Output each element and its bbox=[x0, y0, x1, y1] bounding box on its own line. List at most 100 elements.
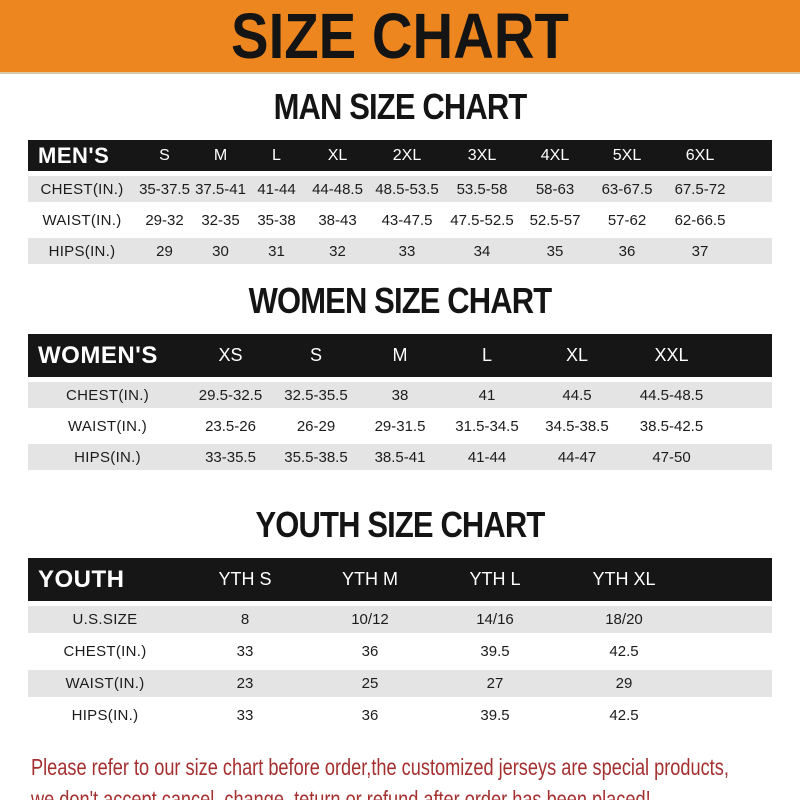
women-header-filler bbox=[721, 334, 772, 377]
size-cell: 57-62 bbox=[590, 207, 664, 233]
disclaimer-line-1: Please refer to our size chart before or… bbox=[31, 754, 729, 780]
youth-size-table: YOUTH YTH S YTH M YTH L YTH XL U.S.SIZE … bbox=[28, 553, 772, 734]
size-cell-filler bbox=[736, 238, 772, 264]
row-label: CHEST(IN.) bbox=[28, 382, 187, 408]
men-column-header: L bbox=[248, 140, 305, 171]
banner-title: SIZE CHART bbox=[231, 0, 569, 72]
men-chest-row: CHEST(IN.) 35-37.5 37.5-41 41-44 44-48.5… bbox=[28, 176, 772, 202]
size-cell: 44-48.5 bbox=[305, 176, 370, 202]
size-cell-filler bbox=[736, 207, 772, 233]
size-cell: 41-44 bbox=[442, 444, 532, 470]
size-cell: 34.5-38.5 bbox=[532, 413, 622, 439]
size-cell-filler bbox=[690, 606, 772, 633]
size-cell: 23.5-26 bbox=[187, 413, 274, 439]
size-cell: 41-44 bbox=[248, 176, 305, 202]
youth-column-header: YTH M bbox=[308, 558, 432, 601]
size-cell: 33 bbox=[182, 638, 308, 665]
youth-chest-row: CHEST(IN.) 33 36 39.5 42.5 bbox=[28, 638, 772, 665]
size-cell: 37 bbox=[664, 238, 736, 264]
size-cell: 31 bbox=[248, 238, 305, 264]
size-cell: 34 bbox=[444, 238, 520, 264]
size-cell: 8 bbox=[182, 606, 308, 633]
size-cell: 23 bbox=[182, 670, 308, 697]
youth-column-header: YTH L bbox=[432, 558, 558, 601]
youth-column-header: YTH S bbox=[182, 558, 308, 601]
size-cell: 36 bbox=[308, 638, 432, 665]
women-section-heading: WOMEN SIZE CHART bbox=[248, 280, 553, 321]
size-cell: 58-63 bbox=[520, 176, 590, 202]
youth-hips-row: HIPS(IN.) 33 36 39.5 42.5 bbox=[28, 702, 772, 729]
women-column-header: XS bbox=[187, 334, 274, 377]
women-header-row: WOMEN'S XS S M L XL XXL bbox=[28, 334, 772, 377]
size-cell: 31.5-34.5 bbox=[442, 413, 532, 439]
size-cell: 62-66.5 bbox=[664, 207, 736, 233]
men-column-header: 4XL bbox=[520, 140, 590, 171]
women-chest-row: CHEST(IN.) 29.5-32.5 32.5-35.5 38 41 44.… bbox=[28, 382, 772, 408]
men-section-heading: MAN SIZE CHART bbox=[273, 86, 528, 127]
women-column-header: XL bbox=[532, 334, 622, 377]
size-cell: 32-35 bbox=[193, 207, 248, 233]
size-cell: 18/20 bbox=[558, 606, 690, 633]
size-cell: 38.5-41 bbox=[358, 444, 442, 470]
size-cell: 36 bbox=[590, 238, 664, 264]
size-cell: 35-37.5 bbox=[136, 176, 193, 202]
men-column-header: XL bbox=[305, 140, 370, 171]
size-cell: 35-38 bbox=[248, 207, 305, 233]
size-cell: 29-32 bbox=[136, 207, 193, 233]
size-cell: 38.5-42.5 bbox=[622, 413, 721, 439]
size-cell: 44-47 bbox=[532, 444, 622, 470]
size-cell: 67.5-72 bbox=[664, 176, 736, 202]
size-cell: 32.5-35.5 bbox=[274, 382, 358, 408]
men-column-header: 6XL bbox=[664, 140, 736, 171]
size-cell-filler bbox=[690, 638, 772, 665]
size-cell-filler bbox=[690, 702, 772, 729]
row-label: WAIST(IN.) bbox=[28, 207, 136, 233]
row-label: CHEST(IN.) bbox=[28, 176, 136, 202]
size-cell: 42.5 bbox=[558, 638, 690, 665]
men-column-header: 2XL bbox=[370, 140, 444, 171]
size-cell: 42.5 bbox=[558, 702, 690, 729]
size-cell: 63-67.5 bbox=[590, 176, 664, 202]
disclaimer-note: Please refer to our size chart before or… bbox=[0, 751, 800, 800]
size-cell: 44.5-48.5 bbox=[622, 382, 721, 408]
size-cell-filler bbox=[690, 670, 772, 697]
size-cell: 25 bbox=[308, 670, 432, 697]
row-label: U.S.SIZE bbox=[28, 606, 182, 633]
size-cell: 39.5 bbox=[432, 702, 558, 729]
row-label: HIPS(IN.) bbox=[28, 702, 182, 729]
men-column-header: S bbox=[136, 140, 193, 171]
size-cell-filler bbox=[736, 176, 772, 202]
size-cell: 10/12 bbox=[308, 606, 432, 633]
size-cell: 52.5-57 bbox=[520, 207, 590, 233]
size-cell: 29.5-32.5 bbox=[187, 382, 274, 408]
women-column-header: XXL bbox=[622, 334, 721, 377]
youth-ussize-row: U.S.SIZE 8 10/12 14/16 18/20 bbox=[28, 606, 772, 633]
men-hips-row: HIPS(IN.) 29 30 31 32 33 34 35 36 37 bbox=[28, 238, 772, 264]
size-cell: 29 bbox=[136, 238, 193, 264]
row-label: WAIST(IN.) bbox=[28, 413, 187, 439]
youth-waist-row: WAIST(IN.) 23 25 27 29 bbox=[28, 670, 772, 697]
youth-header-filler bbox=[690, 558, 772, 601]
youth-corner-label: YOUTH bbox=[28, 558, 182, 601]
women-waist-row: WAIST(IN.) 23.5-26 26-29 29-31.5 31.5-34… bbox=[28, 413, 772, 439]
women-corner-label: WOMEN'S bbox=[28, 334, 187, 377]
men-header-filler bbox=[736, 140, 772, 171]
size-cell: 47-50 bbox=[622, 444, 721, 470]
size-cell: 39.5 bbox=[432, 638, 558, 665]
women-column-header: S bbox=[274, 334, 358, 377]
women-column-header: L bbox=[442, 334, 532, 377]
size-cell: 29 bbox=[558, 670, 690, 697]
women-size-table: WOMEN'S XS S M L XL XXL CHEST(IN.) 29.5-… bbox=[28, 329, 772, 475]
size-cell: 44.5 bbox=[532, 382, 622, 408]
men-column-header: 3XL bbox=[444, 140, 520, 171]
size-cell: 33-35.5 bbox=[187, 444, 274, 470]
size-cell-filler bbox=[721, 382, 772, 408]
men-corner-label: MEN'S bbox=[28, 140, 136, 171]
size-cell-filler bbox=[721, 413, 772, 439]
size-cell: 29-31.5 bbox=[358, 413, 442, 439]
size-cell: 43-47.5 bbox=[370, 207, 444, 233]
men-size-table: MEN'S S M L XL 2XL 3XL 4XL 5XL 6XL CHEST… bbox=[28, 135, 772, 269]
row-label: HIPS(IN.) bbox=[28, 444, 187, 470]
size-cell: 48.5-53.5 bbox=[370, 176, 444, 202]
size-cell: 37.5-41 bbox=[193, 176, 248, 202]
